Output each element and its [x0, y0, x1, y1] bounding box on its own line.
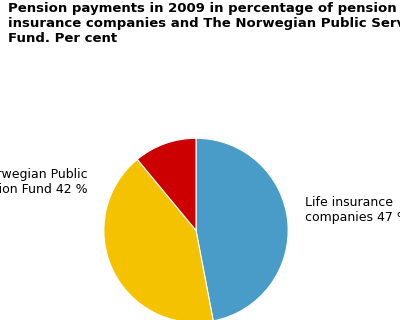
Wedge shape [196, 138, 288, 320]
Wedge shape [137, 138, 196, 230]
Text: The Norwegian Public
Service Pension Fund 42 %: The Norwegian Public Service Pension Fun… [0, 168, 87, 196]
Text: Life insurance
companies 47 %: Life insurance companies 47 % [305, 196, 400, 224]
Text: Pension payments in 2009 in percentage of pension funds, life
insurance companie: Pension payments in 2009 in percentage o… [8, 2, 400, 44]
Wedge shape [104, 159, 213, 320]
